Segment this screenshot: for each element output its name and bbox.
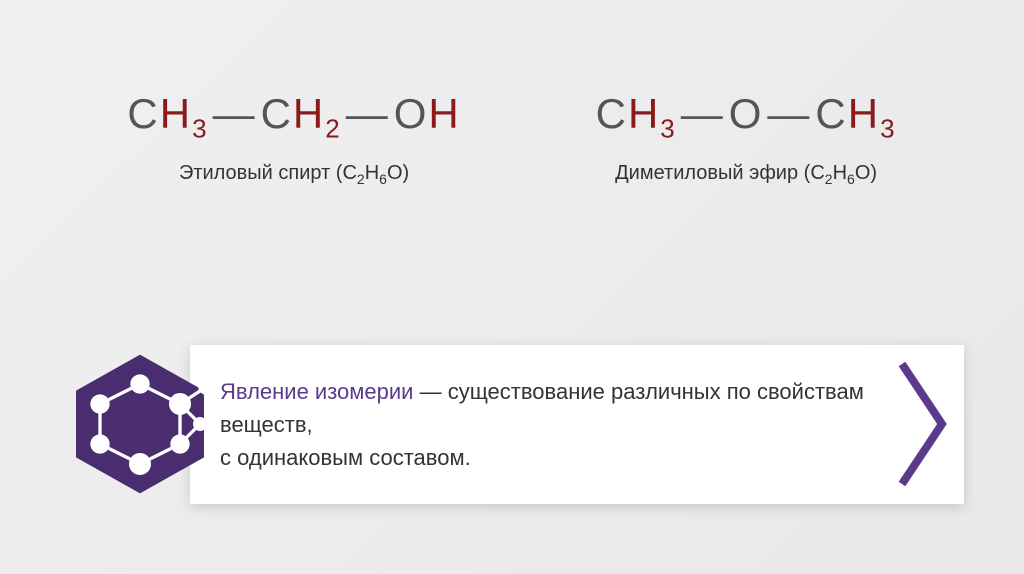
atom-c: C: [596, 90, 628, 137]
bond: —: [342, 90, 394, 137]
atom-h: H: [848, 90, 880, 137]
sub: 3: [880, 113, 896, 143]
dimethyl-ether-label: Диметиловый эфир (C2H6O): [596, 162, 897, 187]
atom-h: H: [293, 90, 325, 137]
definition-term: Явление изомерии: [220, 379, 413, 404]
chevron-right-icon: [894, 354, 954, 494]
atom-c: C: [127, 90, 159, 137]
sub: 2: [325, 113, 341, 143]
label-formula: C2H6O: [342, 162, 402, 184]
atom-c: C: [815, 90, 847, 137]
definition-dash: —: [413, 379, 447, 404]
label-formula: C2H6O: [810, 162, 870, 184]
label-suffix: ): [870, 162, 877, 184]
bond: —: [677, 90, 729, 137]
label-prefix: Диметиловый эфир (: [615, 162, 810, 184]
sub: 3: [660, 113, 676, 143]
sub: 3: [192, 113, 208, 143]
atom-h: H: [428, 90, 460, 137]
bond: —: [763, 90, 815, 137]
definition-card: Явление изомерии — существование различн…: [190, 345, 964, 504]
atom-h: H: [160, 90, 192, 137]
atom-h: H: [628, 90, 660, 137]
ethanol-label: Этиловый спирт (C2H6O): [127, 162, 460, 187]
label-suffix: ): [403, 162, 410, 184]
ethanol-block: CH3—CH2—OH Этиловый спирт (C2H6O): [127, 90, 460, 187]
definition-body-line2: с одинаковым составом.: [220, 445, 471, 470]
formulas-row: CH3—CH2—OH Этиловый спирт (C2H6O) CH3—O—…: [0, 0, 1024, 187]
atom-o: O: [729, 90, 764, 137]
dimethyl-ether-block: CH3—O—CH3 Диметиловый эфир (C2H6O): [596, 90, 897, 187]
atom-o: O: [394, 90, 429, 137]
dimethyl-ether-formula: CH3—O—CH3: [596, 90, 897, 144]
ethanol-formula: CH3—CH2—OH: [127, 90, 460, 144]
atom-c: C: [261, 90, 293, 137]
label-prefix: Этиловый спирт (: [179, 162, 343, 184]
hexagon-icon: [60, 344, 220, 504]
definition-row: Явление изомерии — существование различн…: [60, 344, 964, 504]
bond: —: [209, 90, 261, 137]
